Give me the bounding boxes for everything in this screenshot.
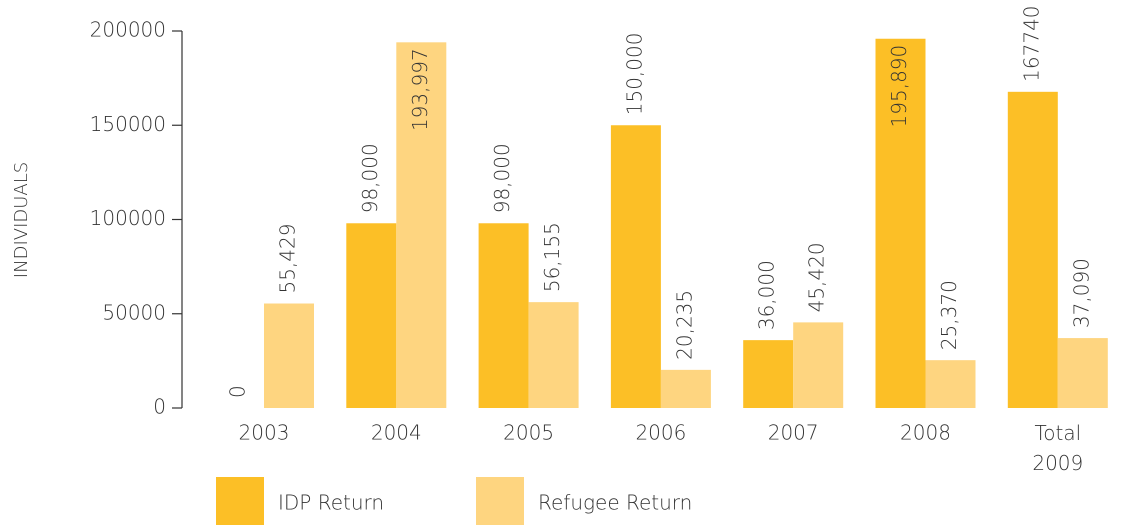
legend-swatch [476, 477, 524, 525]
value-label: 45,420 [805, 242, 829, 312]
value-label: 167740 [1019, 5, 1043, 81]
legend-label: Refugee Return [538, 491, 692, 515]
bar [793, 322, 844, 408]
x-tick-label: 2005 [503, 421, 554, 445]
x-tick-label: 2006 [635, 421, 686, 445]
bar [925, 360, 976, 408]
y-tick-label: 150000 [90, 112, 166, 136]
y-tick-label: 100000 [90, 206, 166, 230]
bar [478, 223, 529, 408]
value-label: 98,000 [490, 143, 514, 213]
x-tick-label: Total 2009 [1032, 421, 1083, 475]
x-tick-label: 2008 [900, 421, 951, 445]
x-tick-label: 2003 [239, 421, 290, 445]
x-tick-label: 2004 [371, 421, 422, 445]
value-label: 195,890 [887, 45, 911, 128]
bar [610, 125, 661, 408]
value-label: 193,997 [408, 48, 432, 131]
value-label: 37,090 [1069, 258, 1093, 328]
x-tick-label: 2007 [768, 421, 819, 445]
bar [346, 223, 397, 408]
y-tick-label: 50000 [102, 300, 166, 324]
value-label: 0 [226, 385, 250, 398]
bar [528, 302, 579, 408]
value-label: 20,235 [672, 290, 696, 360]
value-label: 55,429 [276, 224, 300, 294]
bar [875, 38, 926, 409]
bar [264, 303, 314, 408]
value-label: 150,000 [622, 33, 646, 116]
bar [743, 340, 794, 408]
value-label: 56,155 [540, 222, 564, 292]
legend-label: IDP Return [278, 491, 384, 515]
y-tick-label: 0 [153, 395, 166, 419]
bar [1007, 91, 1058, 409]
legend-swatch [216, 477, 264, 525]
value-label: 25,370 [937, 280, 961, 350]
bar [660, 369, 711, 408]
value-label: 98,000 [358, 143, 382, 213]
y-tick-label: 200000 [90, 18, 166, 42]
bar [1057, 338, 1108, 408]
value-label: 36,000 [755, 260, 779, 330]
bar [396, 42, 447, 409]
y-axis-label: INDIVIDUALS [11, 162, 32, 278]
